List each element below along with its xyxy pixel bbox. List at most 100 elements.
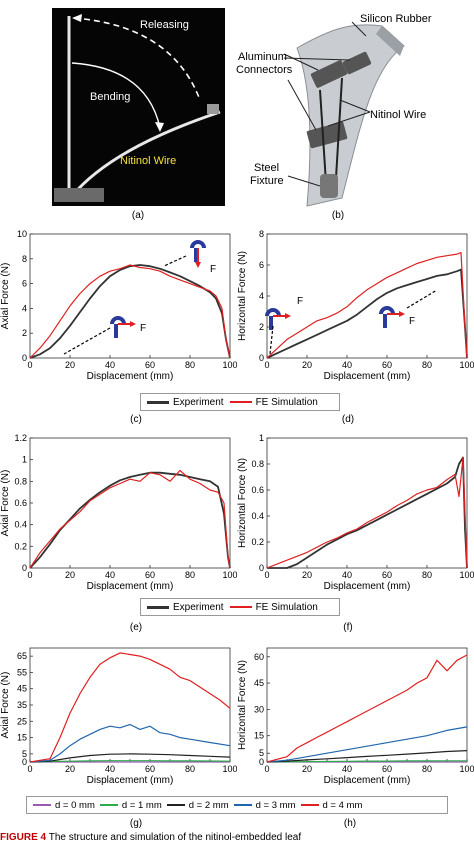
y-tick-label: 0 [259,563,264,573]
x-tick-label: 60 [382,360,392,370]
panel-h-label: (h) [343,818,357,829]
text-releasing: Releasing [140,19,189,31]
plot-frame [29,437,231,569]
bending-arc [71,62,161,129]
x-axis-label: Displacement (mm) [87,775,174,786]
chart-e: 0 20 40 60 80 100 0 0.2 0.4 0.6 0.8 1 1.2 Displacemen… [0,433,237,592]
x-axis-label: Displacement (mm) [87,581,174,592]
x-axis-label: Displacement (mm) [324,581,411,592]
y-axis-label: Horizontal Force (N) [237,251,248,341]
legend-3-d1: d = 1 mm [99,800,162,811]
x-tick-label: 20 [65,764,75,774]
x-tick-label: 100 [459,764,474,774]
y-axis-label: Horizontal Force (N) [237,660,248,750]
y-tick-label: 4 [22,303,27,313]
x-tick-label: 80 [185,570,195,580]
y-tick-label: 5 [259,748,264,758]
y-tick-label: 45 [254,678,264,688]
legend-2-experiment: Experiment [147,602,224,613]
x-tick-label: 80 [422,360,432,370]
plot-frame [29,233,231,359]
series-line-fe [29,264,231,359]
leaf-schematic: Silicon Rubber Aluminum Connectors Nitin… [236,13,432,207]
y-tick-label: 8 [22,254,27,264]
legend-1-fe: FE Simulation [229,397,318,408]
text-silicon-rubber: Silicon Rubber [360,13,432,25]
x-tick-label: 0 [27,570,32,580]
legend-1: Experiment FE Simulation [140,393,340,411]
x-tick-label: 80 [185,764,195,774]
y-tick-label: 65 [17,651,27,661]
x-tick-label: 40 [342,764,352,774]
y-tick-label: 0.6 [14,498,27,508]
legend-3-d4: d = 4 mm [300,800,362,811]
y-axis-label: Axial Force (N) [0,263,11,330]
y-tick-label: 0.4 [251,511,264,521]
x-tick-label: 40 [105,570,115,580]
legend-3-d2: d = 2 mm [166,800,229,811]
text-nitinol-wire-b: Nitinol Wire [370,109,426,121]
y-tick-label: 0.8 [14,476,27,486]
text-steel-2: Fixture [250,175,284,187]
y-tick-label: 0 [22,757,27,767]
leaf-icon [110,316,126,338]
y-tick-label: 1 [22,455,27,465]
x-axis-label: Displacement (mm) [87,371,174,382]
y-tick-label: 6 [259,260,264,270]
x-tick-label: 80 [422,764,432,774]
x-axis-label: Displacement (mm) [324,371,411,382]
panel-d-label: (d) [341,414,355,425]
force-arrow [118,321,136,327]
series-line-d3 [29,723,231,763]
x-tick-label: 0 [27,360,32,370]
x-tick-label: 0 [27,764,32,774]
y-axis-label: Axial Force (N) [0,470,11,537]
legend-3-d3: d = 3 mm [233,800,296,811]
series-line-d2 [29,753,231,763]
x-tick-label: 20 [65,570,75,580]
force-label: F [409,316,415,327]
series-line-experiment [267,456,468,569]
x-tick-label: 20 [302,360,312,370]
series-line-d1 [29,760,231,763]
series-line-fe [266,456,468,569]
y-tick-label: 35 [17,700,27,710]
y-tick-label: 0 [259,353,264,363]
plot-frame [29,647,231,763]
x-tick-label: 20 [302,570,312,580]
force-label: F [297,296,303,307]
series-line-d4 [29,652,231,763]
text-aluminum-2: Connectors [236,64,293,76]
chart-d: 0 20 40 60 80 100 0 2 4 6 8 Displacement (mm) Horizo… [237,229,474,382]
force-label: F [140,323,146,334]
y-tick-label: 30 [254,704,264,714]
text-nitinol-wire: Nitinol Wire [120,155,176,167]
steel-fixture [320,174,338,198]
nitinol-bending-photo: Releasing Bending Nitinol Wire [52,8,225,206]
series-line-experiment [266,268,468,359]
x-tick-label: 100 [459,570,474,580]
x-tick-label: 100 [222,570,237,580]
chart-f: 0 20 40 60 80 100 0 0.2 0.4 0.6 0.8 1 Displacement (… [237,433,474,592]
x-tick-label: 80 [422,570,432,580]
y-tick-label: 0.6 [251,485,264,495]
y-tick-label: 8 [259,229,264,239]
x-tick-label: 60 [382,764,392,774]
x-tick-label: 40 [105,360,115,370]
y-tick-label: 6 [22,279,27,289]
y-tick-label: 0.4 [14,520,27,530]
x-tick-label: 0 [264,764,269,774]
x-tick-label: 20 [65,360,75,370]
force-label: F [210,264,216,275]
panel-a-label: (a) [131,210,145,221]
nitinol-wire-2 [335,77,343,179]
nitinol-wire-1 [319,89,327,184]
y-tick-label: 0 [22,353,27,363]
x-tick-label: 40 [342,570,352,580]
y-tick-label: 1 [259,433,264,443]
y-tick-label: 15 [17,733,27,743]
y-tick-label: 0.8 [251,459,264,469]
series-line-d2 [266,750,468,763]
chart-c: 0 20 40 60 80 100 0 2 4 6 8 10 Displacement (mm) Axia… [0,229,237,382]
